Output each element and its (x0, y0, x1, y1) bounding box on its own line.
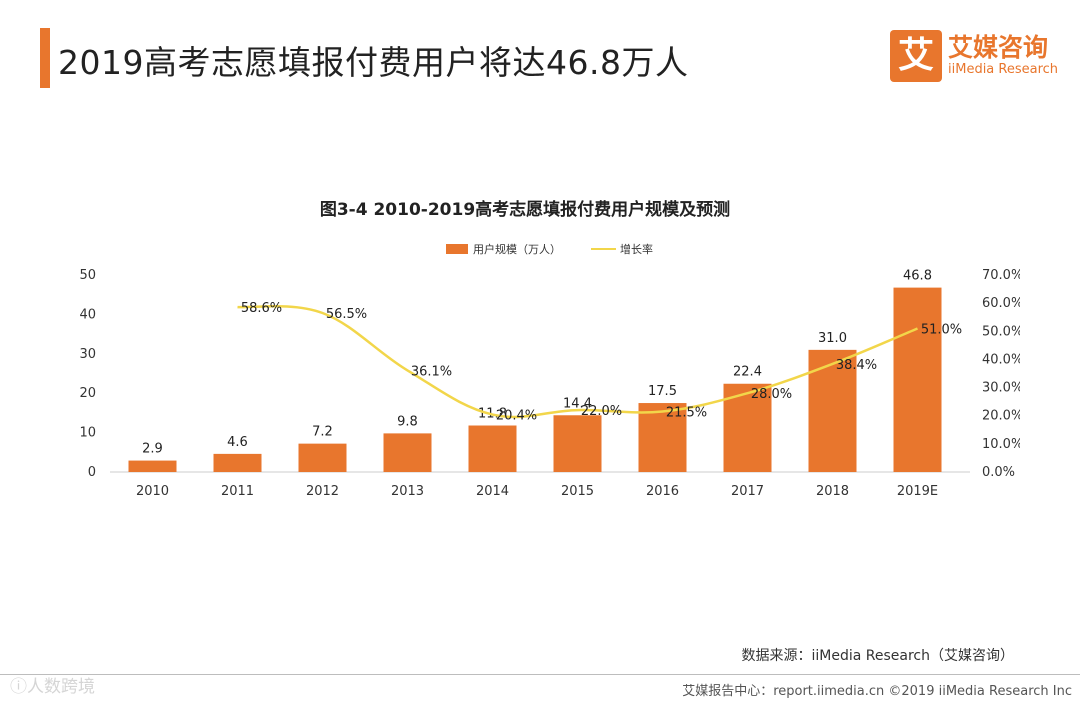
y2-tick-label: 60.0% (982, 296, 1020, 311)
y2-tick-label: 70.0% (982, 268, 1020, 283)
title-accent-bar (40, 28, 50, 88)
y2-tick-label: 20.0% (982, 409, 1020, 424)
x-tick-label: 2018 (816, 484, 849, 499)
bar-2011 (213, 453, 262, 472)
bar-2010 (128, 460, 177, 472)
logo-name-en: iiMedia Research (948, 62, 1059, 77)
y-tick-label: 10 (79, 426, 96, 441)
iimedia-logo: 艾 艾媒咨询 iiMedia Research (890, 26, 1060, 86)
logo-mark: 艾 (890, 30, 942, 82)
bar-2013 (383, 433, 432, 472)
x-tick-label: 2014 (476, 484, 509, 499)
chart-area: 图3-4 2010-2019高考志愿填报付费用户规模及预测用户规模（万人） 增长率… (60, 180, 1020, 640)
x-tick-label: 2013 (391, 484, 424, 499)
legend-bar-label: 用户规模（万人） (473, 242, 561, 256)
x-tick-label: 2011 (221, 484, 254, 499)
bar-value-label: 17.5 (648, 384, 677, 399)
y2-tick-label: 0.0% (982, 465, 1015, 480)
growth-value-label: 51.0% (921, 322, 962, 337)
growth-value-label: 36.1% (411, 364, 452, 379)
bar-value-label: 2.9 (142, 442, 163, 457)
bar-2015 (553, 415, 602, 472)
y2-tick-label: 40.0% (982, 352, 1020, 367)
y-tick-label: 0 (88, 465, 96, 480)
y-tick-label: 40 (79, 307, 96, 322)
growth-value-label: 22.0% (581, 404, 622, 419)
x-tick-label: 2010 (136, 484, 169, 499)
bar-value-label: 4.6 (227, 435, 248, 450)
legend-bar-swatch (446, 244, 468, 254)
footer-divider (0, 674, 1080, 675)
y-tick-label: 20 (79, 386, 96, 401)
bar-value-label: 31.0 (818, 331, 847, 346)
growth-value-label: 28.0% (751, 387, 792, 402)
logo-name-cn: 艾媒咨询 (948, 33, 1049, 62)
bar-2012 (298, 443, 347, 472)
x-tick-label: 2012 (306, 484, 339, 499)
growth-value-label: 20.4% (496, 409, 537, 424)
x-tick-label: 2017 (731, 484, 764, 499)
bar-value-label: 7.2 (312, 425, 333, 440)
bar-2019E (893, 287, 942, 472)
bar-value-label: 46.8 (903, 269, 932, 284)
growth-value-label: 58.6% (241, 301, 282, 316)
growth-value-label: 21.5% (666, 405, 707, 420)
bar-value-label: 22.4 (733, 365, 762, 380)
source-note: 数据来源：iiMedia Research（艾媒咨询） (741, 648, 1015, 664)
bar-2014 (468, 425, 517, 472)
bar-value-label: 14.4 (563, 396, 592, 411)
y-tick-label: 30 (79, 347, 96, 362)
legend-line-label: 增长率 (620, 242, 653, 256)
watermark-text: ⓘ人数跨境 (10, 677, 95, 697)
footer-text: 艾媒报告中心：report.iimedia.cn ©2019 iiMedia R… (682, 684, 1072, 699)
growth-value-label: 56.5% (326, 307, 367, 322)
chart-title: 图3-4 2010-2019高考志愿填报付费用户规模及预测 (320, 199, 730, 220)
growth-value-label: 38.4% (836, 358, 877, 373)
bar-value-label: 9.8 (397, 414, 418, 429)
y2-tick-label: 10.0% (982, 437, 1020, 452)
y2-tick-label: 50.0% (982, 324, 1020, 339)
y-tick-label: 50 (79, 268, 96, 283)
x-tick-label: 2019E (897, 484, 938, 499)
bar-2016 (638, 403, 687, 472)
x-tick-label: 2015 (561, 484, 594, 499)
x-tick-label: 2016 (646, 484, 679, 499)
page-title: 2019高考志愿填报付费用户将达46.8万人 (58, 43, 689, 82)
y2-tick-label: 30.0% (982, 381, 1020, 396)
